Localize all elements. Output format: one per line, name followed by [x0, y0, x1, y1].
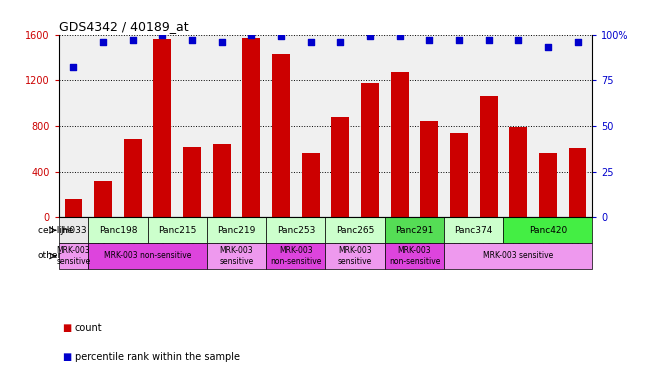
Text: Panc265: Panc265: [336, 226, 374, 235]
Text: cell line: cell line: [38, 226, 73, 235]
Bar: [385, 217, 444, 243]
Point: [424, 37, 434, 43]
Text: MRK-003 non-sensitive: MRK-003 non-sensitive: [104, 252, 191, 260]
Point: [454, 37, 464, 43]
Point: [157, 31, 167, 38]
Bar: [326, 217, 385, 243]
Bar: [207, 243, 266, 269]
Text: MRK-003
non-sensitive: MRK-003 non-sensitive: [270, 246, 322, 266]
Point: [572, 39, 583, 45]
Text: Panc198: Panc198: [99, 226, 137, 235]
Bar: [444, 217, 503, 243]
Bar: [89, 243, 207, 269]
Text: MRK-003
non-sensitive: MRK-003 non-sensitive: [389, 246, 440, 266]
Bar: [539, 153, 557, 217]
Bar: [503, 217, 592, 243]
Bar: [509, 127, 527, 217]
Point: [365, 33, 375, 40]
Point: [395, 33, 405, 40]
Text: ■: ■: [62, 352, 71, 362]
Bar: [266, 217, 326, 243]
Bar: [242, 38, 260, 217]
Bar: [450, 133, 468, 217]
Point: [305, 39, 316, 45]
Point: [543, 44, 553, 50]
Text: JH033: JH033: [60, 226, 87, 235]
Point: [68, 65, 79, 71]
Point: [98, 39, 108, 45]
Point: [484, 37, 494, 43]
Bar: [124, 139, 142, 217]
Text: Panc219: Panc219: [217, 226, 256, 235]
Text: other: other: [38, 252, 62, 260]
Bar: [64, 199, 82, 217]
Text: Panc420: Panc420: [529, 226, 567, 235]
Bar: [94, 181, 112, 217]
Text: Panc253: Panc253: [277, 226, 315, 235]
Bar: [89, 217, 148, 243]
Text: MRK-003
sensitive: MRK-003 sensitive: [56, 246, 90, 266]
Point: [513, 37, 523, 43]
Bar: [444, 243, 592, 269]
Bar: [569, 148, 587, 217]
Point: [187, 37, 197, 43]
Text: count: count: [75, 323, 102, 333]
Text: MRK-003
sensitive: MRK-003 sensitive: [219, 246, 254, 266]
Point: [335, 39, 346, 45]
Bar: [213, 144, 230, 217]
Bar: [302, 153, 320, 217]
Bar: [154, 39, 171, 217]
Bar: [272, 54, 290, 217]
Bar: [148, 217, 207, 243]
Text: Panc374: Panc374: [454, 226, 493, 235]
Text: MRK-003 sensitive: MRK-003 sensitive: [483, 252, 553, 260]
Text: Panc215: Panc215: [158, 226, 197, 235]
Bar: [59, 243, 89, 269]
Bar: [331, 117, 349, 217]
Bar: [361, 83, 379, 217]
Point: [276, 33, 286, 40]
Bar: [391, 72, 409, 217]
Text: MRK-003
sensitive: MRK-003 sensitive: [338, 246, 372, 266]
Text: GDS4342 / 40189_at: GDS4342 / 40189_at: [59, 20, 188, 33]
Bar: [59, 217, 89, 243]
Point: [217, 39, 227, 45]
Bar: [266, 243, 326, 269]
Text: percentile rank within the sample: percentile rank within the sample: [75, 352, 240, 362]
Bar: [480, 96, 497, 217]
Point: [246, 31, 256, 38]
Text: Panc291: Panc291: [395, 226, 434, 235]
Bar: [326, 243, 385, 269]
Bar: [207, 217, 266, 243]
Bar: [385, 243, 444, 269]
Bar: [183, 147, 201, 217]
Bar: [421, 121, 438, 217]
Text: ■: ■: [62, 323, 71, 333]
Point: [128, 37, 138, 43]
